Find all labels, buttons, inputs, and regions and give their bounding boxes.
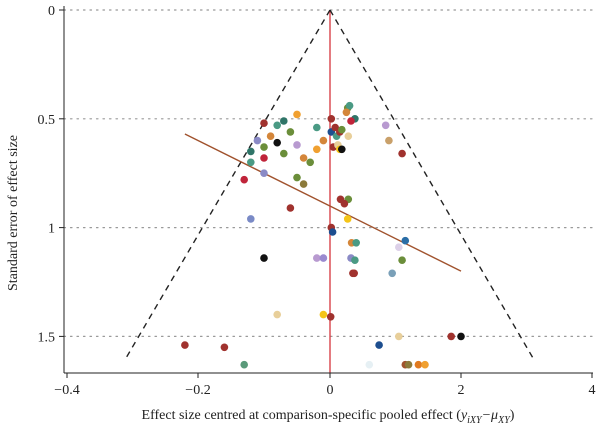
data-point [260, 143, 268, 151]
data-point [351, 256, 359, 265]
data-point [344, 132, 353, 140]
data-point [398, 149, 406, 158]
data-point [319, 136, 328, 145]
y-tick-label: 1.5 [38, 330, 56, 345]
x-tick-label: −0.4 [54, 383, 79, 398]
data-point [313, 254, 321, 262]
data-point [457, 332, 465, 341]
funnel-left-line [125, 9, 331, 359]
x-axis-title-text: Effect size centred at comparison-specif… [142, 408, 462, 423]
labels-layer: Standard error of effect size Effect siz… [6, 135, 515, 426]
y-tick-label: 0.5 [38, 113, 56, 128]
x-tick-label: 4 [589, 383, 596, 398]
data-point [240, 360, 248, 369]
data-point [247, 147, 255, 156]
points-layer [181, 101, 465, 369]
data-point [385, 136, 393, 145]
data-point [260, 169, 268, 177]
data-point [286, 128, 295, 136]
y-tick-label: 1 [48, 222, 55, 237]
data-point [306, 158, 315, 167]
regression-line [184, 133, 462, 272]
data-point [273, 310, 282, 319]
data-point [253, 136, 262, 145]
data-point [299, 180, 308, 188]
data-point [352, 239, 361, 247]
data-point [293, 110, 301, 119]
y-axis-title: Standard error of effect size [6, 135, 21, 291]
data-point [342, 108, 351, 117]
data-point [293, 141, 301, 149]
data-point [365, 360, 374, 369]
data-point [260, 254, 268, 262]
data-point [343, 215, 352, 223]
data-point [313, 145, 321, 154]
data-point [375, 341, 383, 349]
data-point [338, 125, 346, 134]
data-point [260, 154, 268, 162]
data-point [340, 199, 349, 208]
data-point [273, 138, 282, 147]
data-point [326, 313, 335, 321]
data-point [414, 360, 423, 369]
data-point [313, 123, 321, 132]
x-axis-title-math-y: y [459, 408, 468, 423]
y-tick-label: 0 [48, 4, 55, 19]
data-point [345, 101, 354, 110]
data-point [266, 132, 275, 140]
x-tick-label: 0 [327, 383, 334, 398]
data-point [395, 332, 403, 341]
data-point [350, 269, 359, 278]
data-point [328, 228, 337, 236]
data-point [280, 149, 288, 158]
grid-layer [63, 9, 594, 337]
data-point [388, 269, 397, 278]
data-point [398, 256, 406, 265]
data-point [299, 154, 308, 162]
data-point [401, 236, 410, 245]
funnel-layer [125, 9, 534, 373]
data-point [280, 117, 288, 125]
x-axis-title-math-sub-ixy: iXY [467, 415, 483, 426]
data-point [220, 343, 229, 352]
x-axis-title-close: ) [510, 408, 515, 423]
axes-layer: 0 0.5 1 1.5 −0.4 −0.2 0 2 4 [38, 4, 596, 398]
x-tick-label: −0.2 [185, 383, 210, 398]
data-point [381, 121, 390, 130]
data-point [319, 310, 328, 319]
x-axis-title-math-minus-mu: −μ [482, 408, 498, 423]
x-axis-title-math-sub-xy: XY [497, 415, 511, 426]
data-point [395, 243, 403, 251]
data-point [319, 254, 328, 262]
data-point [338, 145, 346, 154]
data-point [240, 175, 248, 184]
x-axis-title: Effect size centred at comparison-specif… [142, 408, 515, 426]
data-point [327, 115, 336, 123]
data-point [347, 117, 355, 125]
data-point [247, 215, 255, 223]
data-point [293, 173, 301, 182]
data-point [273, 121, 282, 130]
data-point [404, 360, 413, 369]
data-point [181, 341, 189, 349]
data-point [286, 204, 295, 212]
data-point [247, 158, 255, 167]
data-point [421, 360, 429, 369]
data-point [260, 119, 268, 127]
data-point [447, 332, 456, 341]
x-tick-label: 2 [458, 383, 465, 398]
funnel-right-line [329, 9, 534, 359]
